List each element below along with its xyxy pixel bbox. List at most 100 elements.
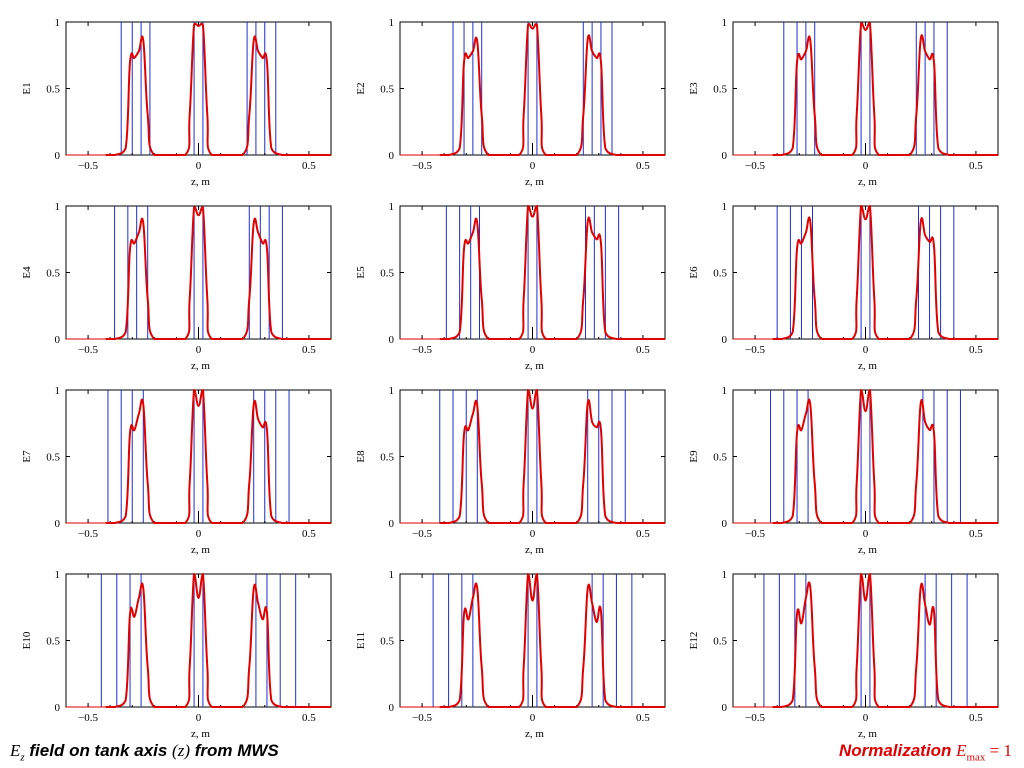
x-axis-title: z, m [525,728,544,740]
chart-panel-12: −0.5 0 0.5 0 0.5 1 z, m E12 [688,569,999,740]
y-tick-label: 1 [55,201,61,213]
x-tick-label: 0 [863,344,869,356]
x-tick-label: −0.5 [745,160,765,172]
caption-left-text: field on tank axis [24,741,173,760]
y-tick-label: 0.5 [380,636,394,648]
caption-right-sub: max [966,751,986,764]
x-tick-label: 0.5 [969,344,983,356]
x-tick-label: 0.5 [636,528,650,540]
chart-panel-5: −0.5 0 0.5 0 0.5 1 z, m E5 [355,201,666,372]
x-tick-label: 0.5 [302,528,316,540]
x-tick-label: −0.5 [745,528,765,540]
y-tick-label: 0.5 [713,84,727,96]
x-tick-label: 0.5 [302,344,316,356]
y-axis-title: E12 [688,632,700,650]
x-tick-label: 0 [530,528,536,540]
chart-panel-10: −0.5 0 0.5 0 0.5 1 z, m E10 [21,569,332,740]
y-tick-label: 0 [389,702,395,714]
chart-panel-11: −0.5 0 0.5 0 0.5 1 z, m E11 [355,569,666,740]
chart-panel-8: −0.5 0 0.5 0 0.5 1 z, m E8 [355,385,666,556]
field-curve [439,23,665,156]
caption-left-symbol: E [10,741,21,760]
caption-right: Normalization Emax = 1 [839,741,1012,763]
y-tick-label: 1 [389,201,395,213]
x-tick-label: 0.5 [302,160,316,172]
x-tick-label: −0.5 [412,712,432,724]
x-axis-title: z, m [525,360,544,372]
caption-right-tail: = 1 [985,741,1012,760]
y-tick-label: 1 [55,569,61,581]
x-tick-label: 0 [863,712,869,724]
y-tick-label: 0 [55,518,61,530]
field-curve [105,572,331,708]
y-axis-title: E5 [355,266,367,279]
chart-panel-2: −0.5 0 0.5 0 0.5 1 z, m E2 [355,17,666,188]
y-axis-title: E10 [21,631,33,649]
y-axis-title: E8 [355,450,367,463]
y-tick-label: 0.5 [713,636,727,648]
chart-panel-6: −0.5 0 0.5 0 0.5 1 z, m E6 [688,201,999,372]
y-axis-title: E4 [21,266,33,279]
x-axis-title: z, m [525,176,544,188]
y-tick-label: 0.5 [380,452,394,464]
field-curve [772,388,998,525]
field-curve [439,388,665,525]
field-curve [772,204,998,340]
y-tick-label: 0 [722,334,728,346]
x-tick-label: 0.5 [636,344,650,356]
y-tick-label: 0.5 [713,452,727,464]
chart-panel-1: −0.5 0 0.5 0 0.5 1 z, m E1 [21,17,332,188]
x-tick-label: 0.5 [636,712,650,724]
x-tick-label: 0.5 [969,160,983,172]
y-axis-title: E1 [21,82,33,94]
y-tick-label: 1 [722,385,728,397]
y-tick-label: 0 [389,334,395,346]
x-tick-label: −0.5 [412,528,432,540]
y-tick-label: 1 [389,17,395,29]
field-curve [772,572,998,708]
y-axis-title: E6 [688,266,700,279]
y-axis-title: E3 [688,82,700,95]
x-tick-label: 0 [196,344,202,356]
x-tick-label: 0.5 [969,528,983,540]
y-tick-label: 0 [55,702,61,714]
x-tick-label: 0.5 [636,160,650,172]
field-curve [105,206,331,340]
y-tick-label: 0.5 [46,452,60,464]
y-axis-title: E11 [355,632,367,649]
x-tick-label: −0.5 [745,712,765,724]
y-tick-label: 1 [389,385,395,397]
y-axis-title: E2 [355,82,367,94]
y-tick-label: 1 [722,569,728,581]
y-tick-label: 0 [389,150,395,162]
chart-panel-3: −0.5 0 0.5 0 0.5 1 z, m E3 [688,17,999,188]
field-curve [105,22,331,156]
x-tick-label: 0 [196,528,202,540]
caption-right-text: Normalization [838,741,957,760]
y-tick-label: 0 [55,150,61,162]
y-tick-label: 1 [55,17,61,29]
field-curve [105,388,331,525]
x-tick-label: −0.5 [412,160,432,172]
x-tick-label: −0.5 [78,344,98,356]
x-axis-title: z, m [191,544,210,556]
x-tick-label: −0.5 [78,528,98,540]
field-curve [439,572,665,708]
chart-panel-4: −0.5 0 0.5 0 0.5 1 z, m E4 [21,201,332,372]
x-tick-label: 0 [196,712,202,724]
chart-panel-9: −0.5 0 0.5 0 0.5 1 z, m E9 [688,385,999,556]
y-tick-label: 0 [389,518,395,530]
x-tick-label: 0.5 [969,712,983,724]
y-tick-label: 0.5 [46,636,60,648]
y-tick-label: 0 [722,518,728,530]
x-tick-label: 0 [530,344,536,356]
x-tick-label: −0.5 [745,344,765,356]
y-tick-label: 1 [55,385,61,397]
caption-left-tail: from MWS [190,741,279,760]
y-tick-label: 0 [722,702,728,714]
x-axis-title: z, m [858,176,877,188]
y-tick-label: 0.5 [46,84,60,96]
x-tick-label: 0 [863,528,869,540]
x-tick-label: −0.5 [78,160,98,172]
x-axis-title: z, m [191,728,210,740]
